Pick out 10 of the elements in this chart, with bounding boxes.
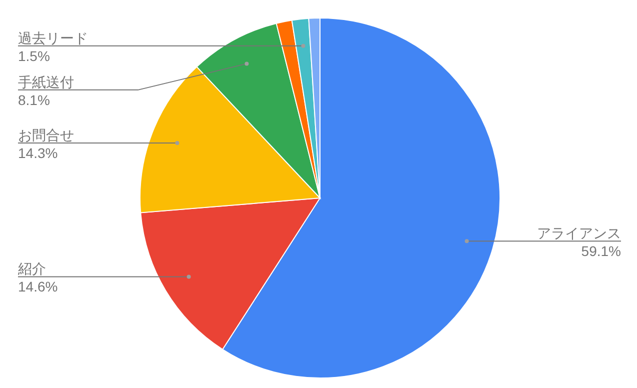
data-label: 1.5% [18,48,50,64]
slice-label: 手紙送付 [18,74,74,90]
data-label: 14.6% [18,278,58,295]
data-label: 8.1% [18,92,50,108]
slice-label: 紹介 [17,260,46,277]
slice-label: アライアンス [537,225,621,242]
data-label: 59.1% [581,243,621,260]
slice-label: お問合せ [18,127,74,144]
data-label: 14.3% [18,145,58,162]
slice-label: 過去リード [18,30,88,46]
